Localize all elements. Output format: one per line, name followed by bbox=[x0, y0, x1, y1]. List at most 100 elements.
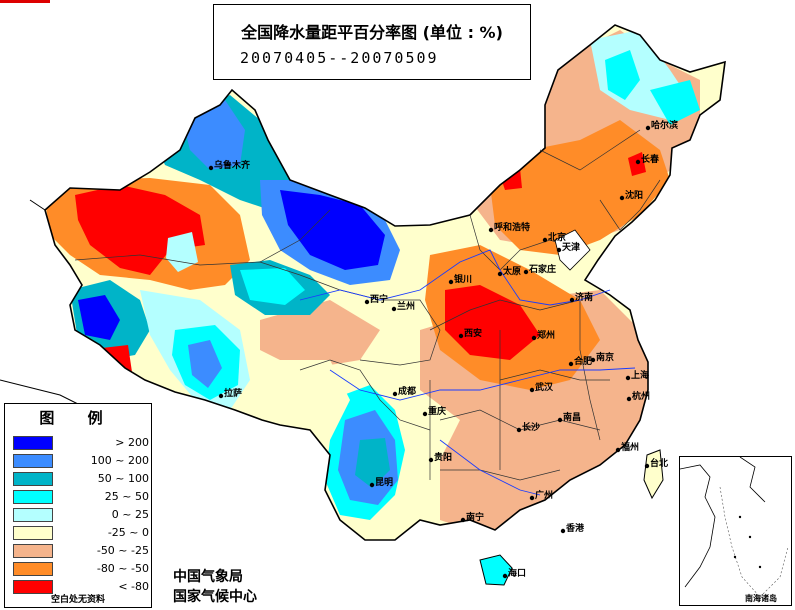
city-label: 长春 bbox=[641, 155, 660, 165]
city-dot bbox=[364, 299, 370, 305]
city-dot bbox=[392, 391, 398, 397]
city-label: 成都 bbox=[398, 387, 417, 397]
legend-swatch bbox=[13, 436, 53, 450]
city-dot bbox=[626, 396, 632, 402]
city-label: 哈尔滨 bbox=[651, 121, 679, 131]
legend-row: -50 ~ -25 bbox=[13, 544, 149, 560]
legend-row: 50 ~ 100 bbox=[13, 472, 149, 488]
province-borders bbox=[74, 129, 661, 481]
city-label: 南宁 bbox=[466, 513, 485, 523]
city-label: 海口 bbox=[508, 569, 527, 579]
city-dot bbox=[218, 393, 224, 399]
city-label: 乌鲁木齐 bbox=[214, 161, 251, 171]
city-dot bbox=[635, 159, 641, 165]
city-dot bbox=[369, 482, 375, 488]
city-dot bbox=[460, 517, 466, 523]
city-label: 拉萨 bbox=[224, 389, 243, 399]
legend-row: > 200 bbox=[13, 436, 149, 452]
city-dot bbox=[644, 463, 650, 469]
country-border bbox=[44, 24, 726, 541]
city-dot bbox=[619, 195, 625, 201]
taiwan-island bbox=[643, 449, 664, 500]
city-dot bbox=[428, 457, 434, 463]
legend-row: < -80 bbox=[13, 580, 149, 596]
date-range: 20070405--20070509 bbox=[240, 49, 439, 67]
city-dot bbox=[497, 271, 503, 277]
city-dot bbox=[458, 333, 464, 339]
city-label: 天津 bbox=[562, 243, 581, 253]
title-box: 全国降水量距平百分率图 (单位 : %) 20070405--20070509 bbox=[213, 4, 531, 80]
city-label: 西宁 bbox=[370, 295, 389, 305]
city-dot bbox=[516, 427, 522, 433]
legend-label: -25 ~ 0 bbox=[107, 526, 149, 539]
legend-swatch bbox=[13, 454, 53, 468]
city-dot bbox=[488, 227, 494, 233]
city-label: 贵阳 bbox=[434, 453, 453, 463]
legend: 图 例 > 200 100 ~ 200 50 ~ 100 25 ~ 50 0 ~ 25 -… bbox=[4, 403, 152, 608]
city-label: 重庆 bbox=[428, 407, 447, 417]
legend-label: 0 ~ 25 bbox=[111, 508, 149, 521]
city-label: 沈阳 bbox=[625, 191, 644, 201]
city-label: 北京 bbox=[548, 233, 567, 243]
city-markers bbox=[208, 125, 651, 579]
city-dot bbox=[531, 335, 537, 341]
legend-swatch bbox=[13, 526, 53, 540]
city-label: 呼和浩特 bbox=[494, 223, 531, 233]
legend-row: 25 ~ 50 bbox=[13, 490, 149, 506]
inset-map bbox=[679, 456, 789, 598]
city-label: 郑州 bbox=[537, 331, 556, 341]
legend-swatch bbox=[13, 472, 53, 486]
city-dot bbox=[529, 495, 535, 501]
legend-label: -80 ~ -50 bbox=[96, 562, 149, 575]
city-label: 长沙 bbox=[522, 423, 541, 433]
city-label: 上海 bbox=[631, 371, 650, 381]
legend-label: 100 ~ 200 bbox=[90, 454, 149, 467]
legend-label: -50 ~ -25 bbox=[96, 544, 149, 557]
city-label: 台北 bbox=[650, 459, 669, 469]
legend-label: < -80 bbox=[118, 580, 149, 593]
city-label: 石家庄 bbox=[529, 265, 557, 275]
top-edge-mark bbox=[0, 0, 50, 3]
city-label: 南昌 bbox=[563, 413, 582, 423]
city-dot bbox=[556, 247, 562, 253]
city-dot bbox=[529, 387, 535, 393]
city-label: 济南 bbox=[575, 293, 594, 303]
city-dot bbox=[590, 357, 596, 363]
legend-swatch bbox=[13, 580, 53, 594]
city-label: 太原 bbox=[503, 267, 522, 277]
city-label: 广州 bbox=[535, 491, 554, 501]
city-label: 西安 bbox=[464, 329, 483, 339]
legend-label: > 200 bbox=[115, 436, 149, 449]
south-china-sea-inset bbox=[679, 456, 792, 606]
city-label: 南京 bbox=[596, 353, 615, 363]
legend-label: 25 ~ 50 bbox=[104, 490, 149, 503]
city-label: 香港 bbox=[566, 524, 585, 534]
city-label: 昆明 bbox=[375, 478, 394, 488]
map-title: 全国降水量距平百分率图 (单位 : %) bbox=[241, 23, 503, 42]
city-label: 银川 bbox=[454, 275, 473, 285]
city-dot bbox=[569, 297, 575, 303]
agency-line2: 国家气候中心 bbox=[173, 589, 257, 605]
city-dot bbox=[560, 528, 566, 534]
city-dot bbox=[422, 411, 428, 417]
legend-row: -80 ~ -50 bbox=[13, 562, 149, 578]
legend-swatch bbox=[13, 508, 53, 522]
legend-swatch bbox=[13, 562, 53, 576]
legend-row: 0 ~ 25 bbox=[13, 508, 149, 524]
legend-swatch bbox=[13, 490, 53, 504]
city-label: 福州 bbox=[621, 443, 640, 453]
city-dot bbox=[523, 269, 529, 275]
bohai-sea bbox=[554, 229, 591, 271]
city-dot bbox=[615, 447, 621, 453]
agency-line1: 中国气象局 bbox=[173, 569, 243, 585]
legend-label: 50 ~ 100 bbox=[97, 472, 149, 485]
legend-swatch bbox=[13, 544, 53, 558]
city-dot bbox=[542, 237, 548, 243]
legend-title: 图 例 bbox=[39, 409, 117, 427]
city-label: 合肥 bbox=[574, 357, 593, 367]
city-label: 兰州 bbox=[397, 302, 416, 312]
city-dot bbox=[645, 125, 651, 131]
city-dot bbox=[625, 375, 631, 381]
city-dot bbox=[502, 573, 508, 579]
